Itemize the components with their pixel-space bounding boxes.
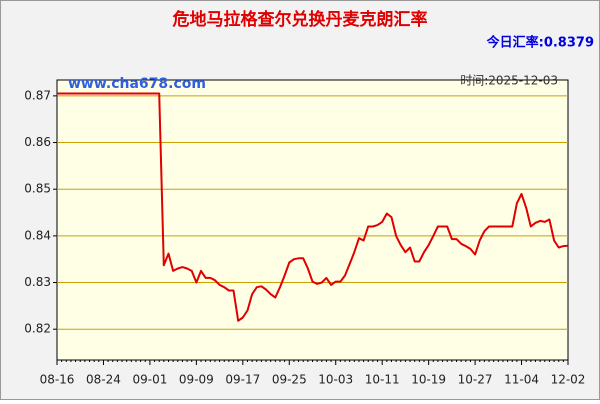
y-tick-label: 0.87	[24, 88, 51, 102]
x-tick-label: 08-16	[40, 373, 75, 387]
current-rate: 今日汇率:0.8379	[486, 35, 594, 51]
y-tick-label: 0.86	[24, 135, 51, 149]
x-tick-label: 10-03	[318, 373, 353, 387]
x-tick-label: 09-17	[225, 373, 260, 387]
watermark: www.cha678.com	[68, 76, 206, 92]
rate-line	[57, 92, 569, 322]
x-tick-label: 09-09	[179, 373, 214, 387]
x-tick-label: 10-19	[411, 373, 446, 387]
x-tick-label: 10-27	[458, 373, 493, 387]
x-tick-label: 09-01	[132, 373, 167, 387]
chart-title: 危地马拉格查尔兑换丹麦克朗汇率	[172, 9, 428, 30]
x-tick-label: 11-04	[504, 373, 539, 387]
y-tick-label: 0.83	[24, 275, 51, 289]
x-tick-label: 12-02	[551, 373, 586, 387]
plot-area	[56, 79, 569, 361]
y-tick-label: 0.85	[24, 182, 51, 196]
x-tick-label: 08-24	[86, 373, 121, 387]
y-tick-label: 0.84	[24, 228, 51, 242]
x-tick-label: 09-25	[272, 373, 307, 387]
x-tick-label: 10-11	[365, 373, 400, 387]
y-tick-label: 0.82	[24, 322, 51, 336]
date-annotation: 时间:2025-12-03	[460, 74, 558, 88]
